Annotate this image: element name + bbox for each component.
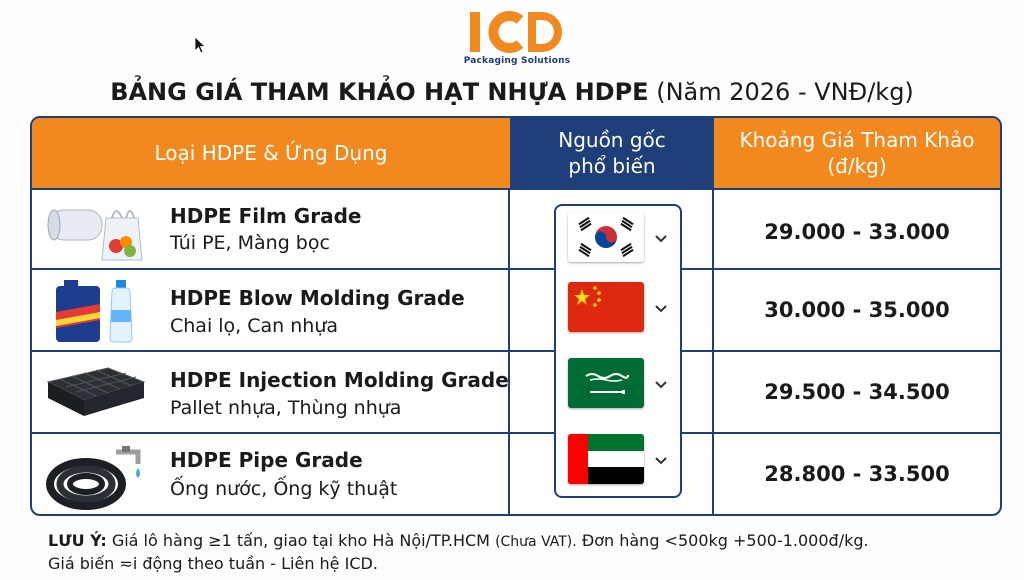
pipe-coil-icon (46, 446, 141, 510)
note-line-2: Giá biến ≂i động theo tuần - Liên hệ ICD… (48, 554, 378, 573)
china-flag-icon[interactable] (568, 282, 644, 332)
logo-subtitle: Packaging Solutions (463, 56, 571, 66)
chevron-down-icon[interactable] (654, 304, 668, 314)
mouse-cursor-icon (194, 36, 206, 54)
header-origin-line2: phổ biến (568, 154, 656, 178)
grade-price: 29.000 - 33.000 (764, 220, 950, 244)
grade-name: HDPE Film Grade (170, 204, 362, 228)
uae-flag-icon[interactable] (568, 434, 644, 484)
origin-selector[interactable] (554, 204, 682, 498)
table-row: HDPE Injection Molding Grade Pallet nhựa… (32, 350, 1000, 434)
plastic-pallet-icon (46, 367, 146, 416)
table-row: HDPE Pipe Grade Ống nước, Ống kỹ thuật 2… (32, 432, 1000, 514)
grade-name: HDPE Injection Molding Grade (170, 368, 509, 392)
plastic-film-bag-icon (47, 209, 143, 261)
header-origin-line1: Nguồn gốc (558, 128, 666, 152)
table-row: HDPE Blow Molding Grade Chai lọ, Can nhự… (32, 268, 1000, 352)
grade-price: 29.500 - 34.500 (764, 380, 950, 404)
grade-name: HDPE Blow Molding Grade (170, 286, 465, 310)
header-type: Loại HDPE & Ứng Dụng (32, 118, 510, 188)
bottle-can-icon (56, 280, 133, 343)
page-title-suffix: (Năm 2026 - VNĐ/kg) (656, 78, 914, 106)
chevron-down-icon[interactable] (654, 380, 668, 390)
chevron-down-icon[interactable] (654, 234, 668, 244)
note-text-a: Giá lô hàng ≥1 tấn, giao tại kho Hà Nội/… (111, 531, 490, 550)
chevron-down-icon[interactable] (654, 456, 668, 466)
note-text-small: (Chưa VAT). (495, 534, 577, 550)
note-text-b: Đơn hàng <500kg +500-1.000đ/kg. (581, 531, 869, 550)
grade-price: 30.000 - 35.000 (764, 298, 950, 322)
grade-name: HDPE Pipe Grade (170, 448, 363, 472)
header-origin: Nguồn gốc phổ biến (510, 118, 714, 188)
note-label: LƯU Ý: (48, 531, 107, 550)
grade-use: Ống nước, Ống kỹ thuật (170, 478, 398, 500)
page-title: BẢNG GIÁ THAM KHẢO HẠT NHỰA HDPE (Năm 20… (0, 78, 1024, 106)
grade-price: 28.800 - 33.500 (764, 462, 950, 486)
table-row: HDPE Film Grade Túi PE, Màng bọc 29.000 … (32, 188, 1000, 270)
header-price-line1: Khoảng Giá Tham Khảo (739, 128, 975, 152)
grade-use: Túi PE, Màng bọc (170, 232, 330, 254)
icd-logo: Packaging Solutions (462, 6, 572, 66)
icd-logo-mark (470, 11, 562, 53)
page-title-main: BẢNG GIÁ THAM KHẢO HẠT NHỰA HDPE (110, 78, 649, 106)
header-price-line2: (đ/kg) (827, 154, 887, 178)
price-note: LƯU Ý: Giá lô hàng ≥1 tấn, giao tại kho … (48, 530, 1008, 575)
note-line-1: LƯU Ý: Giá lô hàng ≥1 tấn, giao tại kho … (48, 530, 1008, 553)
grade-use: Pallet nhựa, Thùng nhựa (170, 397, 402, 419)
grade-use: Chai lọ, Can nhựa (170, 315, 339, 337)
saudi-arabia-flag-icon[interactable] (568, 358, 644, 408)
south-korea-flag-icon[interactable] (568, 212, 644, 262)
price-table: Loại HDPE & Ứng Dụng Nguồn gốc phổ biến K… (30, 116, 1002, 516)
header-price: Khoảng Giá Tham Khảo (đ/kg) (714, 118, 1000, 188)
